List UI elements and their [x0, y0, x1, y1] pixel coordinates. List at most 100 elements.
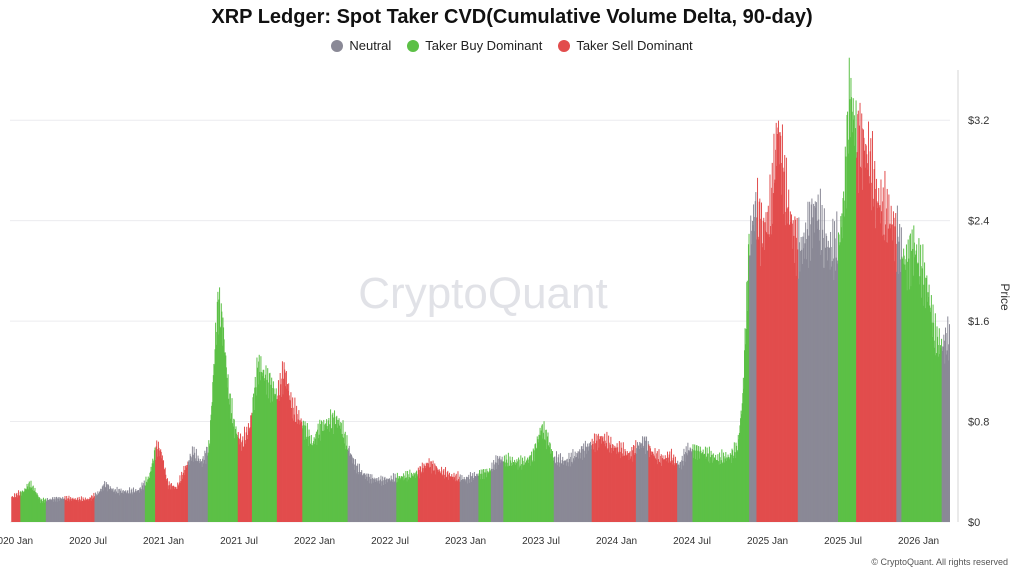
price-bar: [558, 466, 560, 522]
price-bar: [332, 412, 334, 522]
price-bar: [749, 255, 751, 523]
price-bar: [338, 418, 340, 522]
price-bar: [147, 479, 149, 522]
price-bar: [323, 419, 325, 522]
price-bar: [797, 249, 799, 522]
price-bar: [257, 384, 259, 522]
price-bar: [49, 499, 51, 522]
price-bar: [696, 445, 698, 522]
price-bar: [434, 465, 436, 522]
price-bar: [663, 459, 665, 522]
price-bar: [314, 444, 316, 522]
price-bar: [661, 465, 663, 522]
price-bar: [245, 443, 247, 522]
price-bar: [766, 234, 768, 522]
price-bar: [422, 468, 424, 522]
legend-dot-neutral: [331, 39, 344, 52]
price-bar: [816, 220, 818, 522]
x-tick-label: 2021 Jul: [220, 536, 258, 547]
price-bar: [694, 444, 696, 522]
price-bar: [106, 484, 108, 522]
price-bar: [434, 463, 436, 522]
price-bar: [591, 438, 593, 522]
price-bar: [144, 485, 146, 522]
price-bar: [804, 243, 806, 523]
price-bar: [458, 479, 460, 522]
price-bar: [186, 467, 188, 522]
price-bar: [289, 400, 291, 522]
price-bar: [55, 497, 57, 522]
x-tick-label: 2020 Jan: [0, 536, 33, 547]
price-bar: [920, 266, 922, 522]
price-bar: [82, 500, 84, 522]
price-bar: [122, 490, 124, 522]
price-bar: [54, 499, 56, 522]
price-bar: [567, 462, 569, 522]
price-bar: [336, 427, 338, 522]
price-bar: [818, 219, 820, 523]
price-bar: [738, 432, 740, 522]
price-bar: [353, 464, 355, 522]
price-bar: [72, 500, 74, 522]
price-bar: [606, 449, 608, 522]
price-bar: [878, 207, 880, 522]
price-bar: [14, 497, 16, 522]
price-bar: [498, 464, 500, 522]
price-bar: [698, 446, 700, 522]
price-bar: [222, 317, 224, 522]
legend-item-sell[interactable]: Taker Sell Dominant: [558, 38, 693, 53]
price-bar: [569, 459, 571, 522]
price-bar: [496, 462, 498, 522]
price-bar: [260, 372, 262, 522]
price-bar: [398, 478, 400, 522]
price-bar: [721, 449, 723, 522]
price-bar: [228, 398, 230, 522]
legend-item-neutral[interactable]: Neutral: [331, 38, 391, 53]
price-bar: [132, 492, 134, 522]
price-bar: [284, 369, 286, 522]
price-bar: [612, 444, 614, 522]
price-bar: [697, 459, 699, 522]
price-bar: [471, 481, 473, 522]
price-bar: [539, 427, 541, 522]
price-bar: [514, 461, 516, 522]
price-bar: [650, 448, 652, 522]
price-bar: [831, 266, 833, 522]
price-bar: [938, 328, 940, 522]
price-bar: [711, 462, 713, 522]
price-bar: [357, 472, 359, 522]
price-bar: [302, 425, 304, 522]
price-bar: [802, 248, 804, 522]
price-bar: [753, 231, 755, 523]
price-bar: [306, 423, 308, 522]
price-bar: [944, 363, 946, 522]
price-bar: [153, 463, 155, 522]
price-bar: [729, 453, 731, 522]
price-bar: [288, 395, 290, 522]
price-bar: [771, 162, 773, 522]
price-bar: [865, 145, 867, 522]
price-bar: [597, 435, 599, 522]
legend-item-buy[interactable]: Taker Buy Dominant: [407, 38, 542, 53]
price-bar: [114, 489, 116, 522]
x-tick-label: 2025 Jan: [747, 536, 788, 547]
price-bar: [869, 151, 871, 523]
price-bar: [164, 469, 166, 522]
y-tick-label: $3.2: [968, 115, 989, 127]
price-bar: [276, 399, 278, 522]
price-bar: [477, 475, 479, 522]
price-bar: [234, 438, 236, 522]
price-bar: [300, 418, 302, 522]
price-bar: [584, 457, 586, 522]
price-bar: [281, 378, 283, 522]
price-bar: [720, 460, 722, 522]
price-bar: [900, 227, 902, 522]
price-bar: [533, 450, 535, 522]
price-bar: [657, 464, 659, 522]
price-bar: [608, 442, 610, 522]
price-bar: [624, 449, 626, 522]
price-bar: [482, 469, 484, 522]
price-bar: [751, 220, 753, 522]
price-bar: [424, 465, 426, 522]
price-bar: [875, 188, 877, 522]
